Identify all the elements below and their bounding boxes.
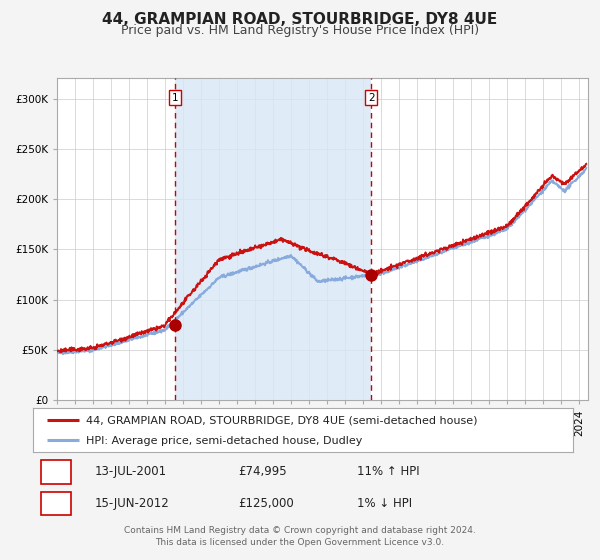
Text: 13-JUL-2001: 13-JUL-2001 — [95, 465, 167, 478]
Text: 44, GRAMPIAN ROAD, STOURBRIDGE, DY8 4UE: 44, GRAMPIAN ROAD, STOURBRIDGE, DY8 4UE — [103, 12, 497, 27]
Text: 44, GRAMPIAN ROAD, STOURBRIDGE, DY8 4UE (semi-detached house): 44, GRAMPIAN ROAD, STOURBRIDGE, DY8 4UE … — [86, 415, 478, 425]
Text: Contains HM Land Registry data © Crown copyright and database right 2024.: Contains HM Land Registry data © Crown c… — [124, 526, 476, 535]
Text: HPI: Average price, semi-detached house, Dudley: HPI: Average price, semi-detached house,… — [86, 436, 362, 446]
Text: £125,000: £125,000 — [238, 497, 294, 510]
Bar — [175, 78, 371, 400]
Text: 11% ↑ HPI: 11% ↑ HPI — [357, 465, 419, 478]
Text: £74,995: £74,995 — [238, 465, 287, 478]
Text: 2: 2 — [52, 497, 60, 510]
Text: 15-JUN-2012: 15-JUN-2012 — [95, 497, 170, 510]
Text: 2: 2 — [368, 93, 374, 103]
Text: 1: 1 — [52, 465, 60, 478]
Text: 1: 1 — [172, 93, 178, 103]
Text: Price paid vs. HM Land Registry's House Price Index (HPI): Price paid vs. HM Land Registry's House … — [121, 24, 479, 37]
FancyBboxPatch shape — [41, 492, 71, 515]
FancyBboxPatch shape — [41, 460, 71, 484]
Text: This data is licensed under the Open Government Licence v3.0.: This data is licensed under the Open Gov… — [155, 538, 445, 547]
Text: 1% ↓ HPI: 1% ↓ HPI — [357, 497, 412, 510]
